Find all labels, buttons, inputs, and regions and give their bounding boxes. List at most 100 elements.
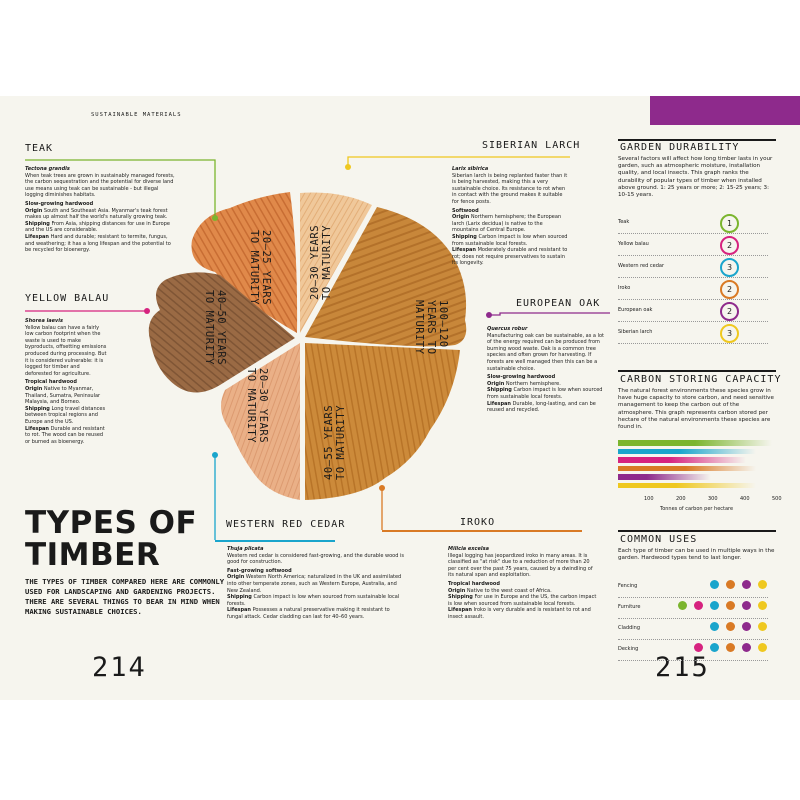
cedar-text: Thuja plicata Western red cedar is consi…	[227, 546, 404, 620]
wedge-label-iroko: 40–55 YEARSTO MATURITY	[323, 405, 347, 480]
larch-text: Larix sibirica Siberian larch is being r…	[452, 166, 568, 267]
uses-dot	[726, 643, 735, 652]
oak-heading: EUROPEAN OAK	[516, 298, 601, 309]
running-header: SUSTAINABLE MATERIALS	[91, 112, 182, 118]
durability-text: Several factors will affect how long tim…	[618, 156, 773, 199]
durability-row-label: Western red cedar	[618, 263, 664, 269]
connector-teak	[25, 159, 216, 215]
carbon-bar	[618, 474, 711, 480]
wedge-balau	[148, 272, 295, 393]
wedge-label-larch: 20–30 YEARSTO MATURITY	[309, 225, 333, 300]
iroko-rule	[382, 530, 582, 532]
durability-row: European oak 2	[618, 300, 768, 322]
balau-heading: YELLOW BALAU	[25, 293, 110, 304]
uses-dot	[710, 580, 719, 589]
iroko-text: Milicia excelsa Illegal logging has jeop…	[448, 546, 597, 620]
dot-cedar	[212, 452, 218, 458]
page-number-left: 214	[92, 652, 147, 683]
durability-rank-badge: 2	[720, 302, 739, 321]
durability-row-label: European oak	[618, 307, 653, 313]
wedge-iroko	[305, 343, 460, 500]
cedar-rule	[215, 540, 335, 542]
durability-rank-badge: 1	[720, 214, 739, 233]
uses-dot	[726, 622, 735, 631]
purple-accent-bar	[650, 96, 800, 125]
uses-dot	[694, 643, 703, 652]
carbon-axis-label: Tonnes of carbon per hectare	[660, 506, 734, 512]
uses-row: Decking	[618, 640, 768, 661]
dot-iroko	[379, 485, 385, 491]
wedge-larch	[300, 192, 372, 333]
durability-row-label: Siberian larch	[618, 329, 653, 335]
durability-row-label: Teak	[618, 219, 630, 225]
durability-row: Yellow balau 2	[618, 234, 768, 256]
oak-text: Quercus robur Manufacturing oak can be s…	[487, 326, 604, 414]
uses-dot	[742, 601, 751, 610]
uses-dot	[758, 580, 767, 589]
durability-row: Siberian larch 3	[618, 322, 768, 344]
teak-heading: TEAK	[25, 143, 54, 154]
uses-dot	[678, 601, 687, 610]
carbon-tick-label: 100	[644, 496, 654, 502]
carbon-bar	[618, 448, 756, 454]
wedge-label-oak: 100–120YEARS TOMATURITY	[413, 300, 449, 355]
uses-dot	[710, 601, 719, 610]
iroko-heading: IROKO	[460, 517, 496, 528]
uses-dot	[758, 643, 767, 652]
durability-row-label: Yellow balau	[618, 241, 649, 247]
uses-dot	[726, 580, 735, 589]
carbon-tick-label: 500	[772, 496, 782, 502]
wedge-label-cedar: 20–30 YEARSTO MATURITY	[245, 368, 269, 443]
carbon-heading: CARBON STORING CAPACITY	[620, 374, 782, 385]
carbon-text: The natural forest environments these sp…	[618, 388, 774, 431]
durability-row: Iroko 2	[618, 278, 768, 300]
dot-balau	[144, 308, 150, 314]
dot-larch	[345, 164, 351, 170]
durability-row-label: Iroko	[618, 285, 631, 291]
connector-oak	[490, 312, 610, 316]
teak-text: Tectona grandis When teak trees are grow…	[25, 166, 175, 254]
durability-rank-badge: 2	[720, 236, 739, 255]
durability-rank-badge: 2	[720, 280, 739, 299]
page-title: TYPES OF TIMBER	[25, 505, 198, 573]
carbon-tick-label: 400	[740, 496, 750, 502]
cedar-heading: WESTERN RED CEDAR	[226, 519, 346, 530]
wedge-label-balau: 40–50 YEARSTO MATURITY	[203, 290, 227, 365]
carbon-bar	[618, 440, 772, 446]
uses-dot	[694, 601, 703, 610]
durability-rank-badge: 3	[720, 258, 739, 277]
page-number-right: 215	[655, 652, 710, 683]
uses-dot	[726, 601, 735, 610]
carbon-tick-label: 300	[708, 496, 718, 502]
uses-dot	[742, 643, 751, 652]
durability-heading: GARDEN DURABILITY	[620, 142, 740, 153]
carbon-bar	[618, 465, 756, 471]
balau-text: Shorea laevis Yellow balau can have a fa…	[25, 318, 107, 445]
uses-row-label: Furniture	[618, 604, 641, 610]
larch-heading: SIBERIAN LARCH	[482, 140, 581, 151]
uses-rule	[618, 530, 776, 532]
uses-row: Furniture	[618, 598, 768, 619]
dot-teak	[212, 215, 218, 221]
connector-larch	[347, 156, 570, 165]
wedge-cedar	[221, 343, 300, 500]
durability-row: Western red cedar 3	[618, 256, 768, 278]
uses-dot	[710, 622, 719, 631]
wedge-label-teak: 20–25 YEARSTO MATURITY	[248, 230, 272, 305]
uses-row-label: Cladding	[618, 625, 641, 631]
uses-row-label: Decking	[618, 646, 639, 652]
uses-row: Fencing	[618, 577, 768, 598]
wedge-oak	[305, 207, 467, 347]
uses-dot	[758, 601, 767, 610]
dot-oak	[486, 312, 492, 318]
uses-dot	[742, 622, 751, 631]
durability-rule	[618, 139, 776, 141]
carbon-bar	[618, 482, 756, 488]
carbon-rule	[618, 370, 776, 372]
intro-text: THE TYPES OF TIMBER COMPARED HERE ARE CO…	[25, 577, 225, 616]
durability-row: Teak 1	[618, 212, 768, 234]
uses-dot	[742, 580, 751, 589]
carbon-tick-label: 200	[676, 496, 686, 502]
carbon-bar	[618, 457, 746, 463]
